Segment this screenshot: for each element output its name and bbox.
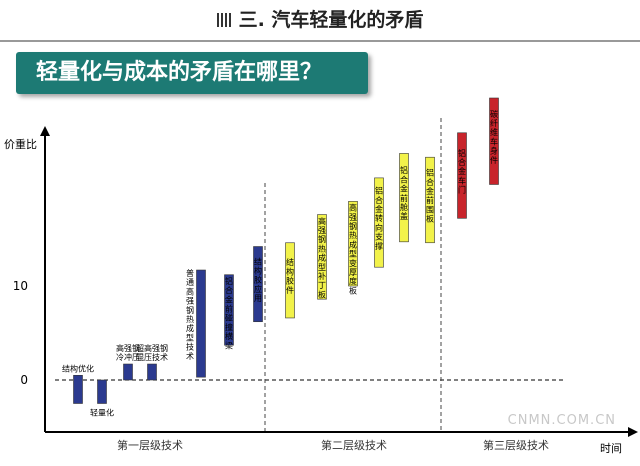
tier-label: 第一层级技术 <box>117 438 183 452</box>
bar-label: 铝合金前碰撞横梁 <box>225 276 233 350</box>
title-bullet-icon <box>216 13 233 27</box>
question-banner: 轻量化与成本的矛盾在哪里？ <box>16 52 368 94</box>
bar <box>489 97 499 185</box>
question-banner-text: 轻量化与成本的矛盾在哪里？ <box>36 60 323 85</box>
bar-label: 轻量化 <box>90 408 114 418</box>
bar <box>374 177 384 268</box>
bar <box>399 153 409 243</box>
bar-label: 高强钢热成型补丁板 <box>318 216 326 300</box>
bar <box>123 363 133 381</box>
bar-label: 结构胶件 <box>286 257 294 295</box>
bar <box>147 363 157 381</box>
y-tick-label: 10 <box>13 279 28 293</box>
bar <box>73 374 83 404</box>
bar-label: 铝合金前围板 <box>426 168 434 224</box>
bar <box>97 379 107 404</box>
y-axis-label: 价重比 <box>4 137 37 151</box>
bar <box>285 242 295 319</box>
bar-label: 高强钢热成型变厚度板 <box>349 203 357 296</box>
bar-label: 结构优化 <box>62 363 94 373</box>
page-title: 三. 汽车轻量化的矛盾 <box>0 3 640 37</box>
bar-label: 高强钢冷冲压 <box>116 343 140 362</box>
header-divider <box>0 40 640 42</box>
bar-label: 铝合金车门 <box>458 148 466 195</box>
bar-label: 结构胶应用 <box>254 256 262 303</box>
tier-label: 第三层级技术 <box>483 438 549 452</box>
bar <box>317 214 327 300</box>
tier-label: 第二层级技术 <box>321 438 387 452</box>
bar-label: 碳纤维车身件 <box>490 109 498 165</box>
bar <box>348 201 358 287</box>
bar-label: 铝合金转向支撑 <box>375 186 383 251</box>
y-tick-label: 0 <box>20 373 28 387</box>
page-title-text: 三. 汽车轻量化的矛盾 <box>238 9 424 31</box>
watermark: CNMN.COM.CN <box>507 413 616 428</box>
bar-label: 铝合金前舱盖 <box>400 165 408 221</box>
bar-label: 普通高强钢热成型技术 <box>186 268 194 361</box>
bar <box>196 269 206 378</box>
bar <box>425 156 435 244</box>
x-axis-label: 时间 <box>600 442 622 455</box>
bar <box>253 246 263 323</box>
bar <box>457 132 467 219</box>
bar <box>224 274 234 346</box>
bar-label: 超高强钢辊压技术 <box>136 343 168 362</box>
